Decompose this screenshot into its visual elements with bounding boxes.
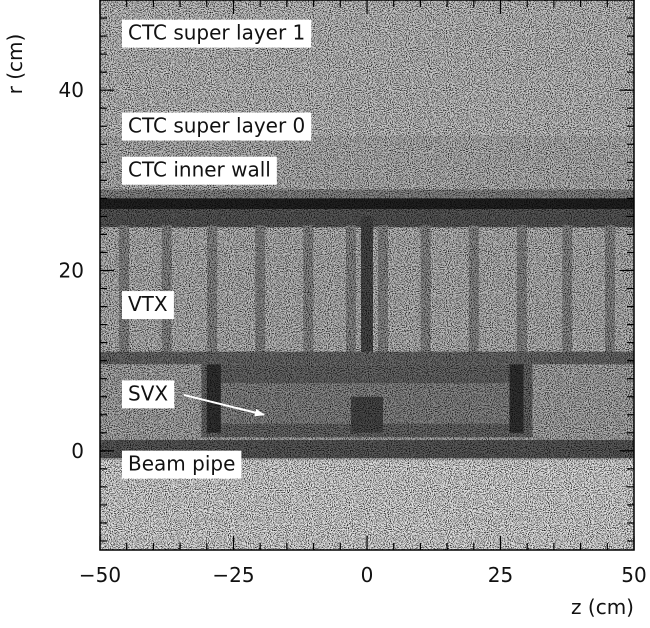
y-tick-label-0: 0 <box>71 439 84 463</box>
axis-ticks <box>99 0 635 550</box>
x-tick-label-2: 0 <box>361 563 374 587</box>
x-tick-label-1: −25 <box>212 563 254 587</box>
annotation-label-5: Beam pipe <box>128 452 235 476</box>
annotation-label-1: CTC super layer 0 <box>128 114 305 138</box>
x-tick-label-3: 25 <box>488 563 513 587</box>
x-axis-label: z (cm) <box>571 595 634 619</box>
x-tick-label-0: −50 <box>79 563 121 587</box>
annotation-bg-0 <box>122 19 312 48</box>
annotation-bg-1 <box>122 112 312 141</box>
region-annotations: CTC super layer 1 CTC super layer 0 CTC in… <box>122 19 312 479</box>
y-tick-label-1: 20 <box>59 258 84 282</box>
annotation-bg-4 <box>122 380 175 409</box>
annotation-bg-3 <box>122 291 174 320</box>
y-axis-label: r (cm) <box>3 34 27 95</box>
annotation-label-4: SVX <box>128 381 168 405</box>
annotation-bg-5 <box>122 450 242 479</box>
annotation-label-3: VTX <box>128 292 168 316</box>
y-tick-label-2: 40 <box>59 78 84 102</box>
annotation-bg-2 <box>122 156 277 185</box>
annotation-label-2: CTC inner wall <box>128 158 271 182</box>
x-tick-label-4: 50 <box>621 563 646 587</box>
x-tick-labels: −50 −25 0 25 50 <box>79 563 647 587</box>
y-tick-labels: 0 20 40 <box>59 78 84 463</box>
svx-arrow <box>183 393 265 417</box>
annotation-label-0: CTC super layer 1 <box>128 21 305 45</box>
